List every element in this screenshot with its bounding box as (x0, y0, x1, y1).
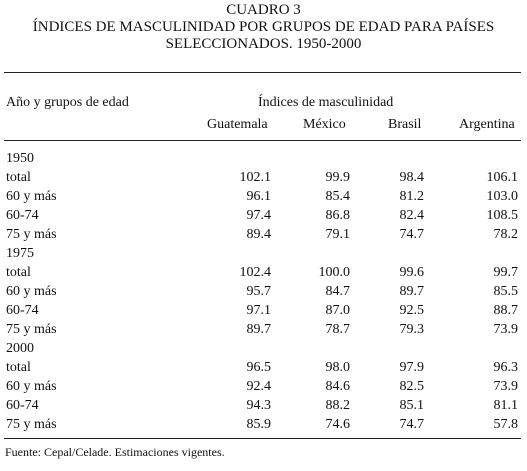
table-row: total 102.4 100.0 99.6 99.7 (0, 264, 527, 282)
table-row: total 102.1 99.9 98.4 106.1 (0, 169, 527, 187)
table-row: 1975 (0, 245, 527, 263)
table-title-line-2: SELECCIONADOS. 1950-2000 (165, 36, 362, 52)
row-label: 2000 (6, 341, 34, 356)
table-cell: 99.6 (399, 265, 425, 280)
row-label: total (6, 170, 31, 185)
table-cell: 89.7 (399, 284, 425, 299)
column-header-guatemala: Guatemala (207, 117, 268, 132)
table-cell: 98.0 (325, 360, 351, 375)
row-label: 1975 (6, 246, 34, 261)
table-cell: 96.3 (493, 360, 519, 375)
table-cell: 86.8 (325, 208, 351, 223)
table-row: 2000 (0, 340, 527, 358)
table-cell: 74.6 (325, 417, 351, 432)
row-label: total (6, 265, 31, 280)
table-cell: 85.1 (399, 398, 425, 413)
table-cell: 100.0 (318, 265, 351, 280)
table-row: 60-74 97.1 87.0 92.5 88.7 (0, 302, 527, 320)
table-cell: 85.5 (493, 284, 519, 299)
table-cell: 82.5 (399, 379, 425, 394)
table-cell: 92.5 (399, 303, 425, 318)
row-label: 60 y más (6, 189, 57, 204)
table-title-line-1: ÍNDICES DE MASCULINIDAD POR GRUPOS DE ED… (32, 19, 495, 35)
table-cell: 96.5 (246, 360, 272, 375)
table-row: 1950 (0, 150, 527, 168)
table-cell: 88.7 (493, 303, 519, 318)
row-label: 60-74 (6, 303, 39, 318)
table-cell: 82.4 (399, 208, 425, 223)
table-cell: 81.1 (493, 398, 519, 413)
table-row: 60 y más 96.1 85.4 81.2 103.0 (0, 188, 527, 206)
row-label: 60-74 (6, 208, 39, 223)
row-label: 60-74 (6, 398, 39, 413)
table-cell: 85.9 (246, 417, 272, 432)
row-label: 60 y más (6, 284, 57, 299)
table-cell: 84.6 (325, 379, 351, 394)
row-label: 75 y más (6, 227, 57, 242)
table-cell: 95.7 (246, 284, 272, 299)
table-number: CUADRO 3 (226, 2, 301, 18)
table-row: 75 y más 89.4 79.1 74.7 78.2 (0, 226, 527, 244)
table-cell: 78.2 (493, 227, 519, 242)
top-rule (4, 72, 521, 73)
column-header-mexico: México (303, 117, 346, 132)
table-cell: 96.1 (246, 189, 272, 204)
table-cell: 108.5 (486, 208, 519, 223)
table-row: total 96.5 98.0 97.9 96.3 (0, 359, 527, 377)
row-label: 60 y más (6, 379, 57, 394)
table-cell: 57.8 (493, 417, 519, 432)
table-cell: 98.4 (399, 170, 425, 185)
row-label: 1950 (6, 151, 34, 166)
row-label: 75 y más (6, 417, 57, 432)
table-cell: 85.4 (325, 189, 351, 204)
stub-header: Año y grupos de edad (6, 95, 129, 110)
row-label: 75 y más (6, 322, 57, 337)
table-cell: 74.7 (399, 417, 425, 432)
table-cell: 89.7 (246, 322, 272, 337)
table-cell: 106.1 (486, 170, 519, 185)
table-cell: 97.4 (246, 208, 272, 223)
table-row: 60 y más 92.4 84.6 82.5 73.9 (0, 378, 527, 396)
table-cell: 92.4 (246, 379, 272, 394)
table-cell: 97.9 (399, 360, 425, 375)
column-header-brasil: Brasil (388, 117, 422, 132)
table-cell: 102.1 (239, 170, 272, 185)
table-cell: 87.0 (325, 303, 351, 318)
group-header: Índices de masculinidad (258, 95, 394, 110)
table-cell: 81.2 (399, 189, 425, 204)
table-cell: 102.4 (239, 265, 272, 280)
table-row: 60-74 97.4 86.8 82.4 108.5 (0, 207, 527, 225)
table-cell: 74.7 (399, 227, 425, 242)
table-cell: 84.7 (325, 284, 351, 299)
table-cell: 78.7 (325, 322, 351, 337)
table-cell: 79.1 (325, 227, 351, 242)
table-row: 60 y más 95.7 84.7 89.7 85.5 (0, 283, 527, 301)
table-row: 60-74 94.3 88.2 85.1 81.1 (0, 397, 527, 415)
column-header-argentina: Argentina (459, 117, 515, 132)
table-cell: 89.4 (246, 227, 272, 242)
table-cell: 103.0 (486, 189, 519, 204)
source-footnote: Fuente: Cepal/Celade. Estimaciones vigen… (5, 445, 225, 459)
table-cell: 94.3 (246, 398, 272, 413)
table-cell: 99.9 (325, 170, 351, 185)
table-cell: 73.9 (493, 379, 519, 394)
table-cell: 73.9 (493, 322, 519, 337)
table-cell: 79.3 (399, 322, 425, 337)
table-cell: 97.1 (246, 303, 272, 318)
table-cell: 99.7 (493, 265, 519, 280)
table-row: 75 y más 89.7 78.7 79.3 73.9 (0, 321, 527, 339)
bottom-rule (4, 438, 521, 439)
header-rule (4, 140, 521, 141)
table-cell: 88.2 (325, 398, 351, 413)
table-row: 75 y más 85.9 74.6 74.7 57.8 (0, 416, 527, 434)
row-label: total (6, 360, 31, 375)
table-caption: CUADRO 3 ÍNDICES DE MASCULINIDAD POR GRU… (0, 2, 527, 53)
